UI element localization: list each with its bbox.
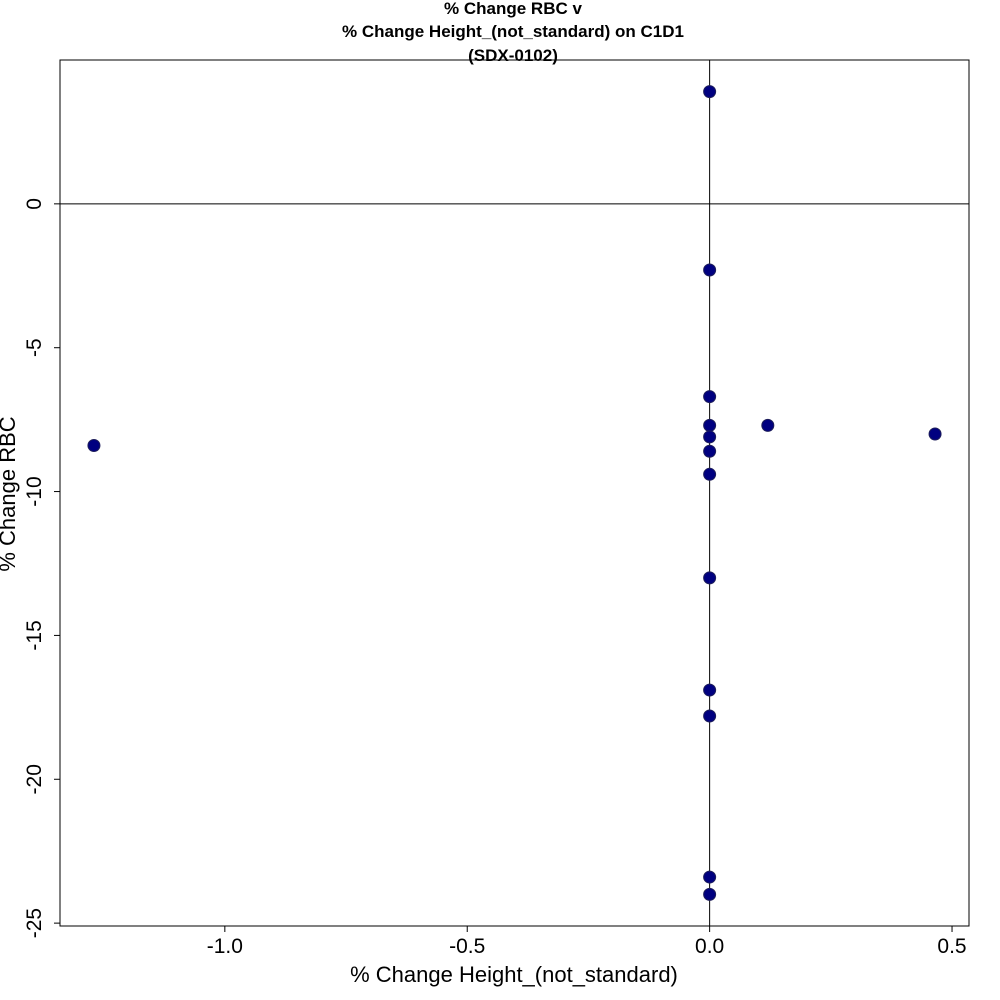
x-tick-label: -1.0 bbox=[207, 935, 243, 958]
y-tick-label: 0 bbox=[23, 198, 46, 210]
y-tick-label: -20 bbox=[23, 764, 46, 794]
scatter-point bbox=[928, 427, 942, 441]
scatter-point bbox=[703, 430, 717, 444]
scatter-point bbox=[703, 571, 717, 585]
scatter-point bbox=[703, 390, 717, 404]
scatter-point bbox=[761, 418, 775, 432]
y-axis-ticks: 0 -5 -10 -15 -20 -25 bbox=[23, 198, 60, 938]
scatter-point bbox=[703, 683, 717, 697]
y-tick-label: -10 bbox=[23, 476, 46, 506]
y-tick-label: -15 bbox=[23, 620, 46, 650]
scatter-point bbox=[703, 263, 717, 277]
scatter-point bbox=[703, 887, 717, 901]
scatter-point bbox=[87, 439, 101, 453]
scatter-point bbox=[703, 85, 717, 99]
scatter-point bbox=[703, 444, 717, 458]
chart-title-line-1: % Change RBC v bbox=[444, 0, 582, 18]
plot-area-frame bbox=[59, 59, 970, 927]
scatter-point bbox=[703, 709, 717, 723]
x-axis-ticks: -1.0 -0.5 0.0 0.5 bbox=[207, 926, 967, 958]
scatter-point bbox=[703, 418, 717, 432]
chart-title-line-2: % Change Height_(not_standard) on C1D1 bbox=[342, 22, 684, 41]
x-tick-label: -0.5 bbox=[449, 935, 485, 958]
x-axis-label: % Change Height_(not_standard) bbox=[350, 962, 678, 987]
chart-title-line-3: (SDX-0102) bbox=[468, 46, 558, 65]
y-axis-label: % Change RBC bbox=[0, 416, 20, 571]
data-points bbox=[87, 85, 942, 901]
scatter-point bbox=[703, 870, 717, 884]
y-tick-label: -25 bbox=[23, 908, 46, 938]
x-tick-label: 0.0 bbox=[695, 935, 724, 958]
scatter-point bbox=[703, 467, 717, 481]
x-tick-label: 0.5 bbox=[937, 935, 966, 958]
y-tick-label: -5 bbox=[23, 338, 46, 357]
